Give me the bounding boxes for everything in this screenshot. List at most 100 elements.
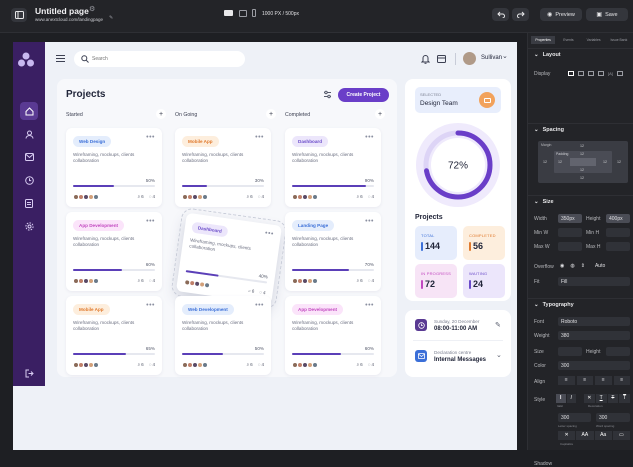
project-card[interactable]: Dashboard ••• Wireframing, mockups, client… [285, 128, 381, 207]
tablet-view-icon[interactable] [239, 10, 247, 17]
calendar-icon[interactable] [437, 54, 446, 63]
underline-icon[interactable]: T [595, 394, 607, 403]
capitalize-toggle[interactable]: ✕ AA Aa ▭ [558, 431, 630, 440]
create-project-button[interactable]: Create Project [338, 88, 389, 102]
tab-issue-bank[interactable]: Issue Bank [610, 38, 628, 42]
message-title[interactable]: Internal Messages [434, 357, 487, 363]
display-options[interactable]: [A] [568, 68, 630, 78]
project-card[interactable]: Mobile App ••• Wireframing, mockups, clien… [175, 128, 271, 207]
stat-tile[interactable]: IN PROGRESS 72 [415, 264, 457, 298]
hidden-icon[interactable]: ◍ [570, 263, 575, 269]
margin-bottom-value[interactable]: 12 [580, 176, 584, 180]
min-height-input[interactable] [606, 228, 630, 237]
italic-toggle[interactable]: I I [556, 394, 576, 403]
bell-icon[interactable] [421, 54, 430, 64]
settings-nav-button[interactable] [20, 217, 38, 235]
italic-off-icon[interactable]: I [556, 394, 566, 403]
chevron-down-icon[interactable]: ⌄ [496, 352, 502, 359]
more-options-icon[interactable]: ••• [255, 134, 264, 141]
font-size-input[interactable] [558, 347, 582, 356]
strikethrough-icon[interactable]: T [607, 394, 619, 403]
more-options-icon[interactable]: ••• [365, 302, 374, 309]
uppercase-icon[interactable]: AA [576, 431, 594, 440]
font-select[interactable]: Roboto [558, 317, 630, 326]
project-card[interactable]: Web Design ••• Wireframing, mockups, clien… [66, 128, 162, 207]
capitalize-option[interactable]: Aa [594, 431, 612, 440]
settings-icon[interactable]: ⚙ [89, 6, 96, 13]
more-options-icon[interactable]: ••• [365, 218, 374, 225]
mail-nav-button[interactable] [20, 148, 38, 166]
project-card[interactable]: Web Development ••• Wireframing, mockups, … [175, 296, 271, 375]
padding-bottom-value[interactable]: 12 [580, 168, 584, 172]
align-center-icon[interactable]: ≡ [576, 376, 593, 385]
desktop-view-icon[interactable] [224, 10, 233, 16]
word-spacing-input[interactable]: 300 [596, 413, 630, 422]
logout-nav-button[interactable] [20, 364, 38, 382]
project-card[interactable]: App Development ••• Wireframing, mockups, … [285, 296, 381, 375]
letter-spacing-input[interactable]: 300 [558, 413, 591, 422]
search-input[interactable] [92, 54, 232, 64]
more-options-icon[interactable]: ••• [365, 134, 374, 141]
grid-display-icon[interactable] [588, 70, 594, 76]
flex-display-icon[interactable] [578, 70, 584, 76]
margin-top-value[interactable]: 12 [580, 144, 584, 148]
document-nav-button[interactable] [20, 194, 38, 212]
tab-events[interactable]: Events [563, 38, 574, 42]
lowercase-icon[interactable]: ▭ [612, 431, 630, 440]
stat-tile[interactable]: COMPLETED 56 [463, 226, 505, 260]
tab-variables[interactable]: Variables [586, 38, 601, 42]
shadow-label[interactable]: Shadow [534, 461, 553, 467]
project-card[interactable]: Mobile App ••• Wireframing, mockups, clien… [66, 296, 162, 375]
min-width-input[interactable] [558, 228, 582, 237]
hamburger-menu-icon[interactable] [56, 55, 65, 62]
align-left-icon[interactable]: ≡ [558, 376, 575, 385]
project-card[interactable]: Dashboard ••• Wireframing, mockups, client… [170, 206, 288, 311]
user-name[interactable]: Sullivan [481, 55, 503, 61]
redo-button[interactable] [512, 8, 529, 21]
avatar[interactable] [463, 52, 476, 65]
padding-left-value[interactable]: 12 [558, 160, 562, 164]
width-input[interactable]: 350px [558, 214, 582, 223]
more-options-icon[interactable]: ••• [255, 302, 264, 309]
add-ongoing-button[interactable]: + [266, 109, 276, 119]
italic-on-icon[interactable]: I [566, 394, 576, 403]
line-height-input[interactable] [606, 347, 630, 356]
chevron-down-icon[interactable]: ⌄ [502, 53, 508, 60]
overflow-auto-option[interactable]: Auto [594, 263, 606, 269]
margin-left-value[interactable]: 12 [543, 160, 547, 164]
overline-icon[interactable]: T [619, 394, 630, 403]
project-card[interactable]: App Development ••• Wireframing, mockups, … [66, 212, 162, 291]
scroll-icon[interactable]: ⇕ [580, 263, 585, 269]
block-display-icon[interactable] [568, 70, 574, 76]
layout-section-header[interactable]: ⌄ Layout [528, 48, 633, 61]
more-options-icon[interactable]: ••• [146, 302, 155, 309]
hidden-display-icon[interactable] [616, 70, 623, 76]
undo-button[interactable] [492, 8, 509, 21]
more-options-icon[interactable]: ••• [146, 218, 155, 225]
add-started-button[interactable]: + [156, 109, 166, 119]
user-nav-button[interactable] [20, 125, 38, 143]
height-input[interactable]: 400px [606, 214, 630, 223]
filter-icon[interactable] [323, 90, 332, 99]
more-options-icon[interactable]: ••• [264, 229, 275, 238]
align-options[interactable]: ≡ ≡ ≡ ≡ [558, 376, 630, 385]
page-title[interactable]: Untitled page [35, 6, 89, 16]
search-bar[interactable] [74, 51, 245, 67]
preview-button[interactable]: ◉ Preview [540, 8, 582, 21]
no-decoration-icon[interactable]: ✕ [584, 394, 595, 403]
color-input[interactable]: 300 [558, 361, 630, 370]
padding-box[interactable]: Padding [554, 151, 612, 173]
inline-display-icon[interactable] [598, 70, 604, 76]
weight-select[interactable]: 380 [558, 331, 630, 340]
dashboard-frame[interactable]: Sullivan ⌄ Projects Create Project Start… [13, 42, 517, 450]
save-button[interactable]: ▣ Save [586, 8, 628, 21]
spacing-section-header[interactable]: ⌄ Spacing [528, 123, 633, 136]
max-width-input[interactable] [558, 242, 582, 251]
project-card[interactable]: Landing Page ••• Wireframing, mockups, cli… [285, 212, 381, 291]
align-justify-icon[interactable]: ≡ [613, 376, 630, 385]
edit-icon[interactable]: ✎ [495, 322, 501, 329]
padding-right-value[interactable]: 12 [603, 160, 607, 164]
pages-menu-button[interactable] [11, 8, 27, 22]
capitalize-none-icon[interactable]: ✕ [558, 431, 576, 440]
stat-tile[interactable]: TOTAL 144 [415, 226, 457, 260]
